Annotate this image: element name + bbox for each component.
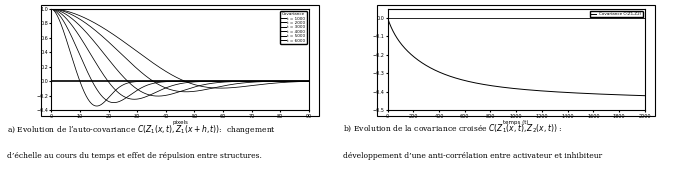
X-axis label: temps (t): temps (t): [504, 120, 529, 125]
Text: d’échelle au cours du temps et effet de répulsion entre structures.: d’échelle au cours du temps et effet de …: [7, 152, 262, 160]
Text: a) Evolution de l’auto-covariance $C(Z_1(x,t), Z_1(x+h,t))$:  changement: a) Evolution de l’auto-covariance $C(Z_1…: [7, 122, 276, 135]
X-axis label: pixels: pixels: [172, 120, 188, 125]
Legend: Covariance C(Z1,Z2): Covariance C(Z1,Z2): [589, 11, 643, 17]
Text: b) Evolution de la covariance croisée $C(Z_1(x,t), Z_2(x,t))$ :: b) Evolution de la covariance croisée $C…: [343, 122, 563, 135]
Text: développement d’une anti-corrélation entre activateur et inhibiteur: développement d’une anti-corrélation ent…: [343, 152, 602, 160]
Legend: t = 1000, t = 2000, t = 3000, t = 4000, t = 5000, t = 6000: t = 1000, t = 2000, t = 3000, t = 4000, …: [280, 11, 307, 44]
